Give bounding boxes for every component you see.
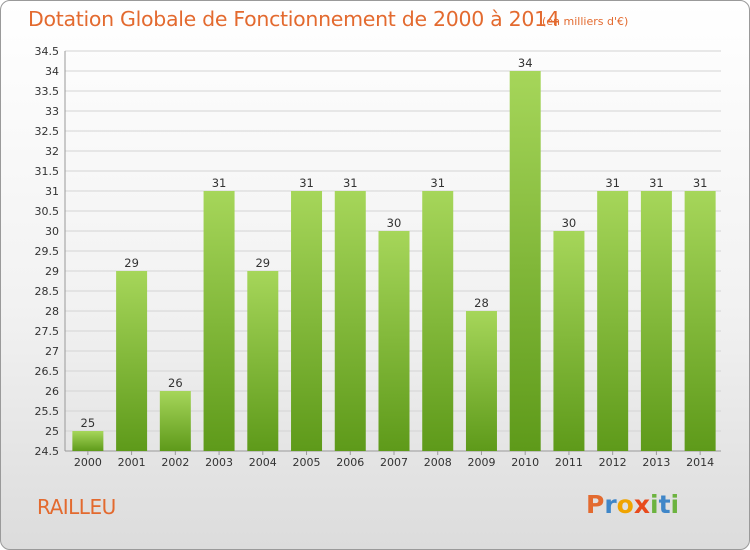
data-label: 30	[387, 216, 402, 230]
logo-letter: i	[670, 490, 680, 519]
x-tick-label: 2012	[599, 456, 627, 469]
y-tick-label: 30	[45, 225, 59, 238]
x-tick-label: 2009	[467, 456, 495, 469]
y-tick-label: 29	[45, 265, 59, 278]
x-tick-label: 2006	[336, 456, 364, 469]
data-label: 31	[605, 176, 620, 190]
y-tick-label: 31	[45, 185, 59, 198]
y-tick-label: 25.5	[35, 405, 60, 418]
logo-letter: r	[604, 490, 617, 519]
y-tick-label: 28.5	[35, 285, 60, 298]
y-tick-label: 27.5	[35, 325, 60, 338]
x-tick-label: 2013	[642, 456, 670, 469]
y-tick-label: 26	[45, 385, 59, 398]
bars: 25 29 26 31 29 31 31 30 31 28 34 30 31 31 31	[72, 56, 716, 451]
chart-unit: (en milliers d'€)	[542, 15, 629, 28]
x-tick-label: 2014	[686, 456, 714, 469]
data-label: 29	[124, 256, 139, 270]
logo-letter: o	[616, 490, 634, 519]
bar-2012	[597, 191, 629, 451]
x-axis-ticks: 2000 2001 2002 2003 2004 2005 2006 2007 2008 2009…	[74, 451, 714, 469]
y-tick-label: 31.5	[35, 165, 60, 178]
bar-2003	[203, 191, 235, 451]
proxiti-logo[interactable]: Proxiti	[586, 490, 679, 519]
bar-2010	[509, 71, 541, 451]
bar-2007	[378, 231, 410, 451]
data-label: 31	[430, 176, 445, 190]
logo-letter: P	[586, 490, 605, 519]
data-label: 31	[649, 176, 664, 190]
y-tick-label: 25	[45, 425, 59, 438]
data-label: 31	[693, 176, 708, 190]
data-label: 25	[81, 416, 96, 430]
data-label: 34	[518, 56, 533, 70]
logo-letter: i	[650, 490, 659, 519]
bar-2004	[247, 271, 279, 451]
bar-2011	[553, 231, 585, 451]
bar-2000	[72, 431, 104, 451]
data-label: 31	[212, 176, 227, 190]
x-tick-label: 2008	[424, 456, 452, 469]
logo-letter: x	[633, 490, 650, 519]
y-tick-label: 33	[45, 105, 59, 118]
x-tick-label: 2004	[249, 456, 277, 469]
x-tick-label: 2007	[380, 456, 408, 469]
data-label: 26	[168, 376, 183, 390]
y-tick-label: 30.5	[35, 205, 60, 218]
y-tick-label: 24.5	[35, 445, 60, 458]
y-tick-label: 29.5	[35, 245, 60, 258]
y-tick-label: 26.5	[35, 365, 60, 378]
bar-2008	[422, 191, 454, 451]
x-tick-label: 2005	[293, 456, 321, 469]
y-tick-label: 28	[45, 305, 59, 318]
bar-2013	[640, 191, 672, 451]
y-tick-label: 34	[45, 65, 59, 78]
bar-2006	[334, 191, 366, 451]
x-tick-label: 2001	[118, 456, 146, 469]
y-tick-label: 32.5	[35, 125, 60, 138]
data-label: 28	[474, 296, 489, 310]
x-tick-label: 2000	[74, 456, 102, 469]
y-tick-label: 33.5	[35, 85, 60, 98]
y-tick-label: 34.5	[35, 45, 60, 58]
bar-2005	[291, 191, 323, 451]
y-tick-label: 32	[45, 145, 59, 158]
bar-2002	[159, 391, 191, 451]
y-tick-label: 27	[45, 345, 59, 358]
data-label: 31	[299, 176, 314, 190]
x-tick-label: 2011	[555, 456, 583, 469]
x-tick-label: 2003	[205, 456, 233, 469]
data-label: 30	[562, 216, 577, 230]
data-label: 31	[343, 176, 358, 190]
x-tick-label: 2002	[161, 456, 189, 469]
x-tick-label: 2010	[511, 456, 539, 469]
bar-2014	[684, 191, 716, 451]
bar-2009	[465, 311, 497, 451]
chart-title: Dotation Globale de Fonctionnement de 20…	[28, 7, 560, 31]
y-axis-ticks: 24.5 25 25.5 26 26.5 27 27.5 28 28.5 29 29.5 30 30.5…	[35, 45, 60, 458]
commune-name: RAILLEU	[37, 495, 116, 519]
logo-letter: t	[658, 490, 671, 519]
data-label: 29	[255, 256, 270, 270]
bar-2001	[116, 271, 148, 451]
